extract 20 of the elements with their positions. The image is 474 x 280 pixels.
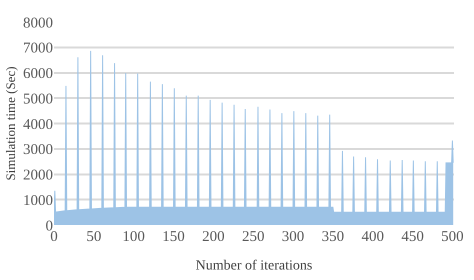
x-tick-label: 450	[401, 229, 424, 245]
x-tick-label: 100	[122, 229, 145, 245]
x-tick-label: 500	[441, 229, 464, 245]
x-tick-label: 200	[202, 229, 225, 245]
y-tick-label: 6000	[23, 66, 53, 82]
y-tick-label: 3000	[23, 142, 53, 158]
y-tick-label: 7000	[23, 40, 53, 57]
x-tick-label: 400	[361, 229, 384, 245]
x-tick-label: 150	[162, 229, 185, 245]
x-tick-label: 350	[322, 229, 344, 245]
x-tick-label: 300	[282, 229, 304, 245]
x-axis-title: Number of iterations	[196, 258, 312, 274]
y-tick-label: 4000	[23, 116, 53, 133]
y-tick-label: 2000	[23, 168, 53, 184]
y-axis-title: Simulation time (Sec)	[2, 66, 18, 181]
y-tick-label: 8000	[23, 15, 53, 32]
y-tick-label: 1000	[23, 192, 53, 209]
x-tick-label: 250	[242, 229, 264, 245]
x-tick-label: 50	[86, 229, 102, 245]
y-tick-label: 5000	[23, 91, 53, 108]
